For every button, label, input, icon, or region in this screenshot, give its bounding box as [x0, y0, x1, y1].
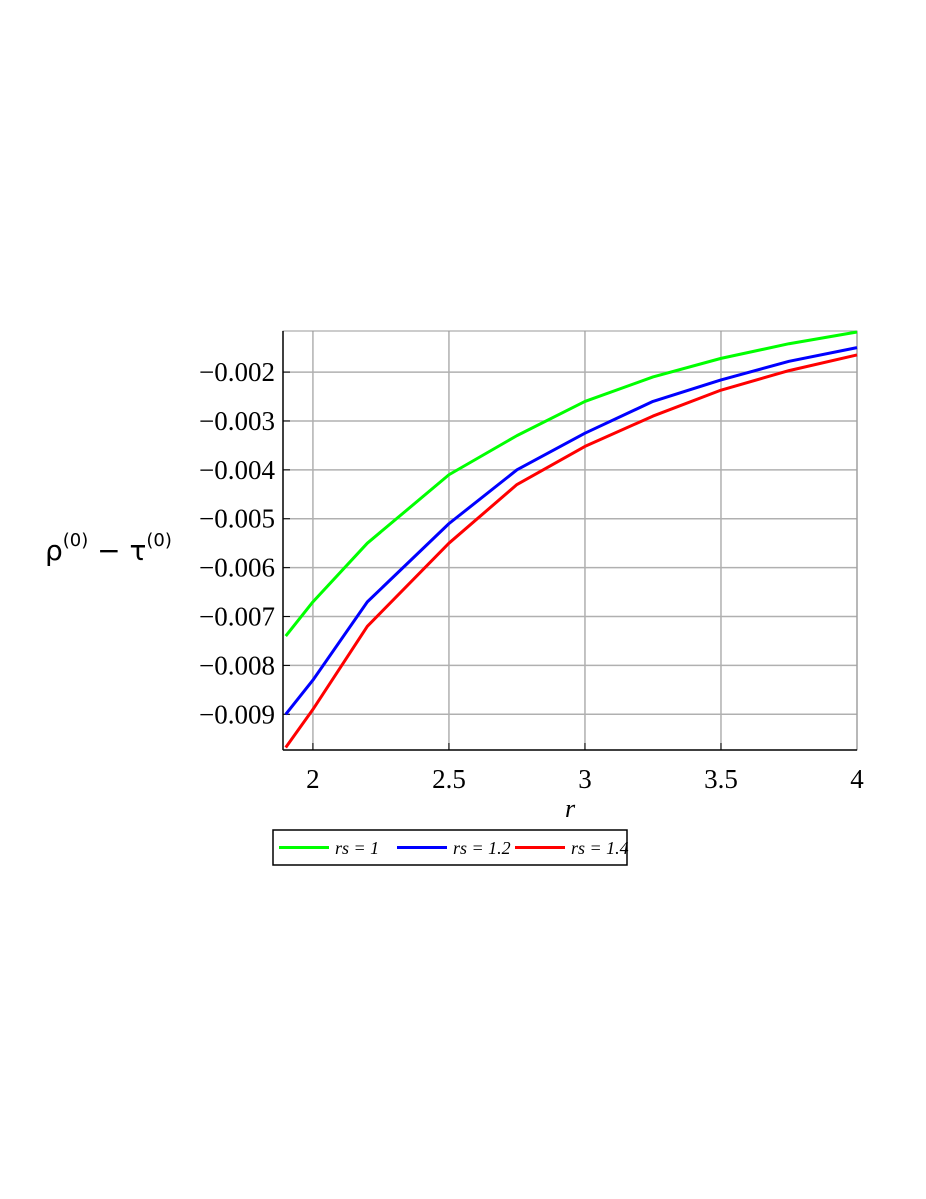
- legend-box: [272, 829, 628, 866]
- y-tick-label: −0.009: [199, 699, 275, 729]
- y-tick-label: −0.006: [199, 553, 275, 583]
- line-series: [284, 353, 858, 749]
- y-label-part: − τ: [88, 534, 146, 567]
- y-tick-label: −0.008: [199, 650, 275, 680]
- x-axis-label: r: [565, 794, 576, 823]
- x-tick-label: 3.5: [704, 764, 738, 794]
- y-label-sup: (0): [146, 530, 172, 551]
- y-label-sup: (0): [63, 530, 89, 551]
- x-tick-label: 3: [578, 764, 592, 794]
- y-tick-label: −0.002: [199, 357, 275, 387]
- legend-label: rs = 1.4: [571, 838, 629, 858]
- line-series: [284, 346, 858, 716]
- legend-label: rs = 1: [335, 838, 379, 858]
- x-tick-label: 2: [306, 764, 320, 794]
- y-tick-label: −0.004: [199, 455, 275, 485]
- y-tick-label: −0.005: [199, 504, 275, 534]
- x-tick-label: 2.5: [432, 764, 466, 794]
- y-label-part: ρ: [45, 534, 63, 567]
- line-series: [284, 330, 858, 638]
- y-tick-label: −0.007: [199, 602, 275, 632]
- y-axis-label: ρ(0) − τ(0): [45, 530, 172, 567]
- legend-label: rs = 1.2: [453, 838, 511, 858]
- y-tick-label: −0.003: [199, 406, 275, 436]
- x-tick-label: 4: [850, 764, 864, 794]
